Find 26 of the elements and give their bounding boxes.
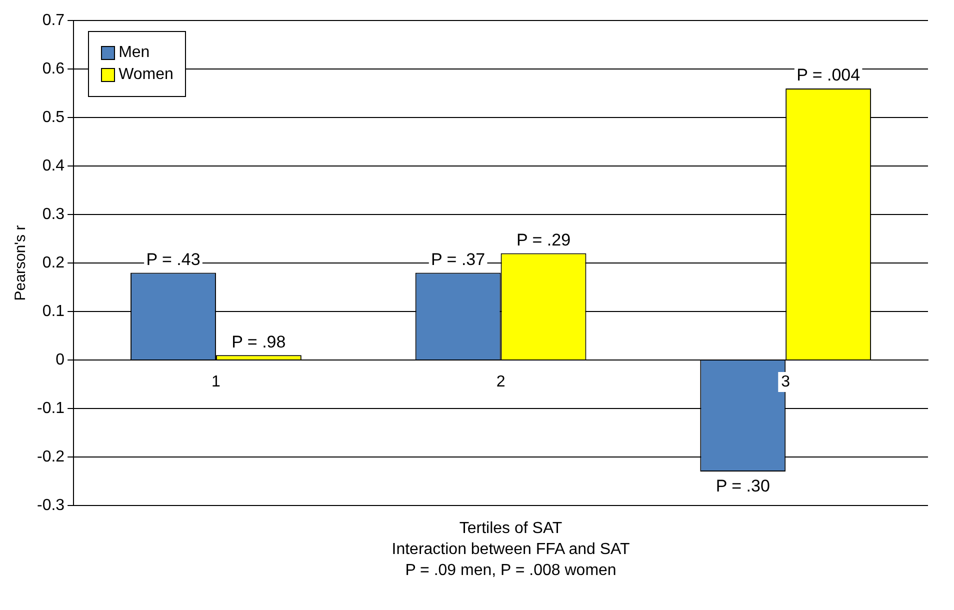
annotation: P = .004	[796, 66, 860, 85]
legend-label: Men	[118, 44, 150, 62]
annotation: P = .98	[232, 332, 286, 352]
x-tick-label: 1	[212, 373, 221, 390]
x-tick-label: 2	[496, 373, 506, 390]
x-tick-label: 3	[781, 373, 790, 390]
y-tick-label: 0	[56, 351, 65, 368]
y-axis-title: Pearson's r	[12, 225, 30, 301]
annotation: P = .37	[431, 250, 486, 269]
annotation: P = .30	[716, 476, 770, 496]
legend-label: Women	[118, 66, 174, 84]
y-tick-label: 0.3	[42, 206, 65, 223]
y-tick-label: -0.1	[36, 400, 65, 417]
y-tick-label: 0.2	[42, 254, 65, 272]
y-tick-label: 0.1	[42, 302, 65, 320]
y-tick-label: 0.6	[42, 60, 65, 78]
y-tick-label: 0.7	[42, 12, 65, 30]
annotation: P = .43	[146, 250, 200, 269]
y-tick-label: -0.3	[36, 496, 65, 514]
y-tick-label: -0.2	[36, 448, 65, 466]
x-axis-title: Tertiles of SAT	[458, 519, 564, 539]
y-tick-label: 0.4	[42, 157, 65, 174]
text: Interaction between FFA and SAT	[390, 540, 631, 560]
text: P = .09 men, P = .008 women	[404, 561, 618, 581]
annotation: P = .29	[516, 230, 571, 250]
y-tick-label: 0.5	[42, 108, 65, 126]
